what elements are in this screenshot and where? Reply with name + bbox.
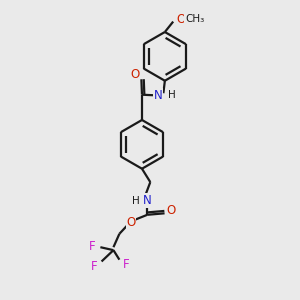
Text: F: F [123, 258, 129, 271]
Text: O: O [167, 204, 176, 217]
Text: O: O [176, 13, 185, 26]
Text: O: O [127, 216, 136, 229]
Text: N: N [143, 194, 152, 207]
Text: O: O [130, 68, 140, 81]
Text: H: H [168, 90, 176, 100]
Text: CH₃: CH₃ [185, 14, 204, 24]
Text: N: N [154, 89, 162, 102]
Text: H: H [132, 196, 139, 206]
Text: F: F [89, 240, 96, 253]
Text: F: F [91, 260, 97, 273]
